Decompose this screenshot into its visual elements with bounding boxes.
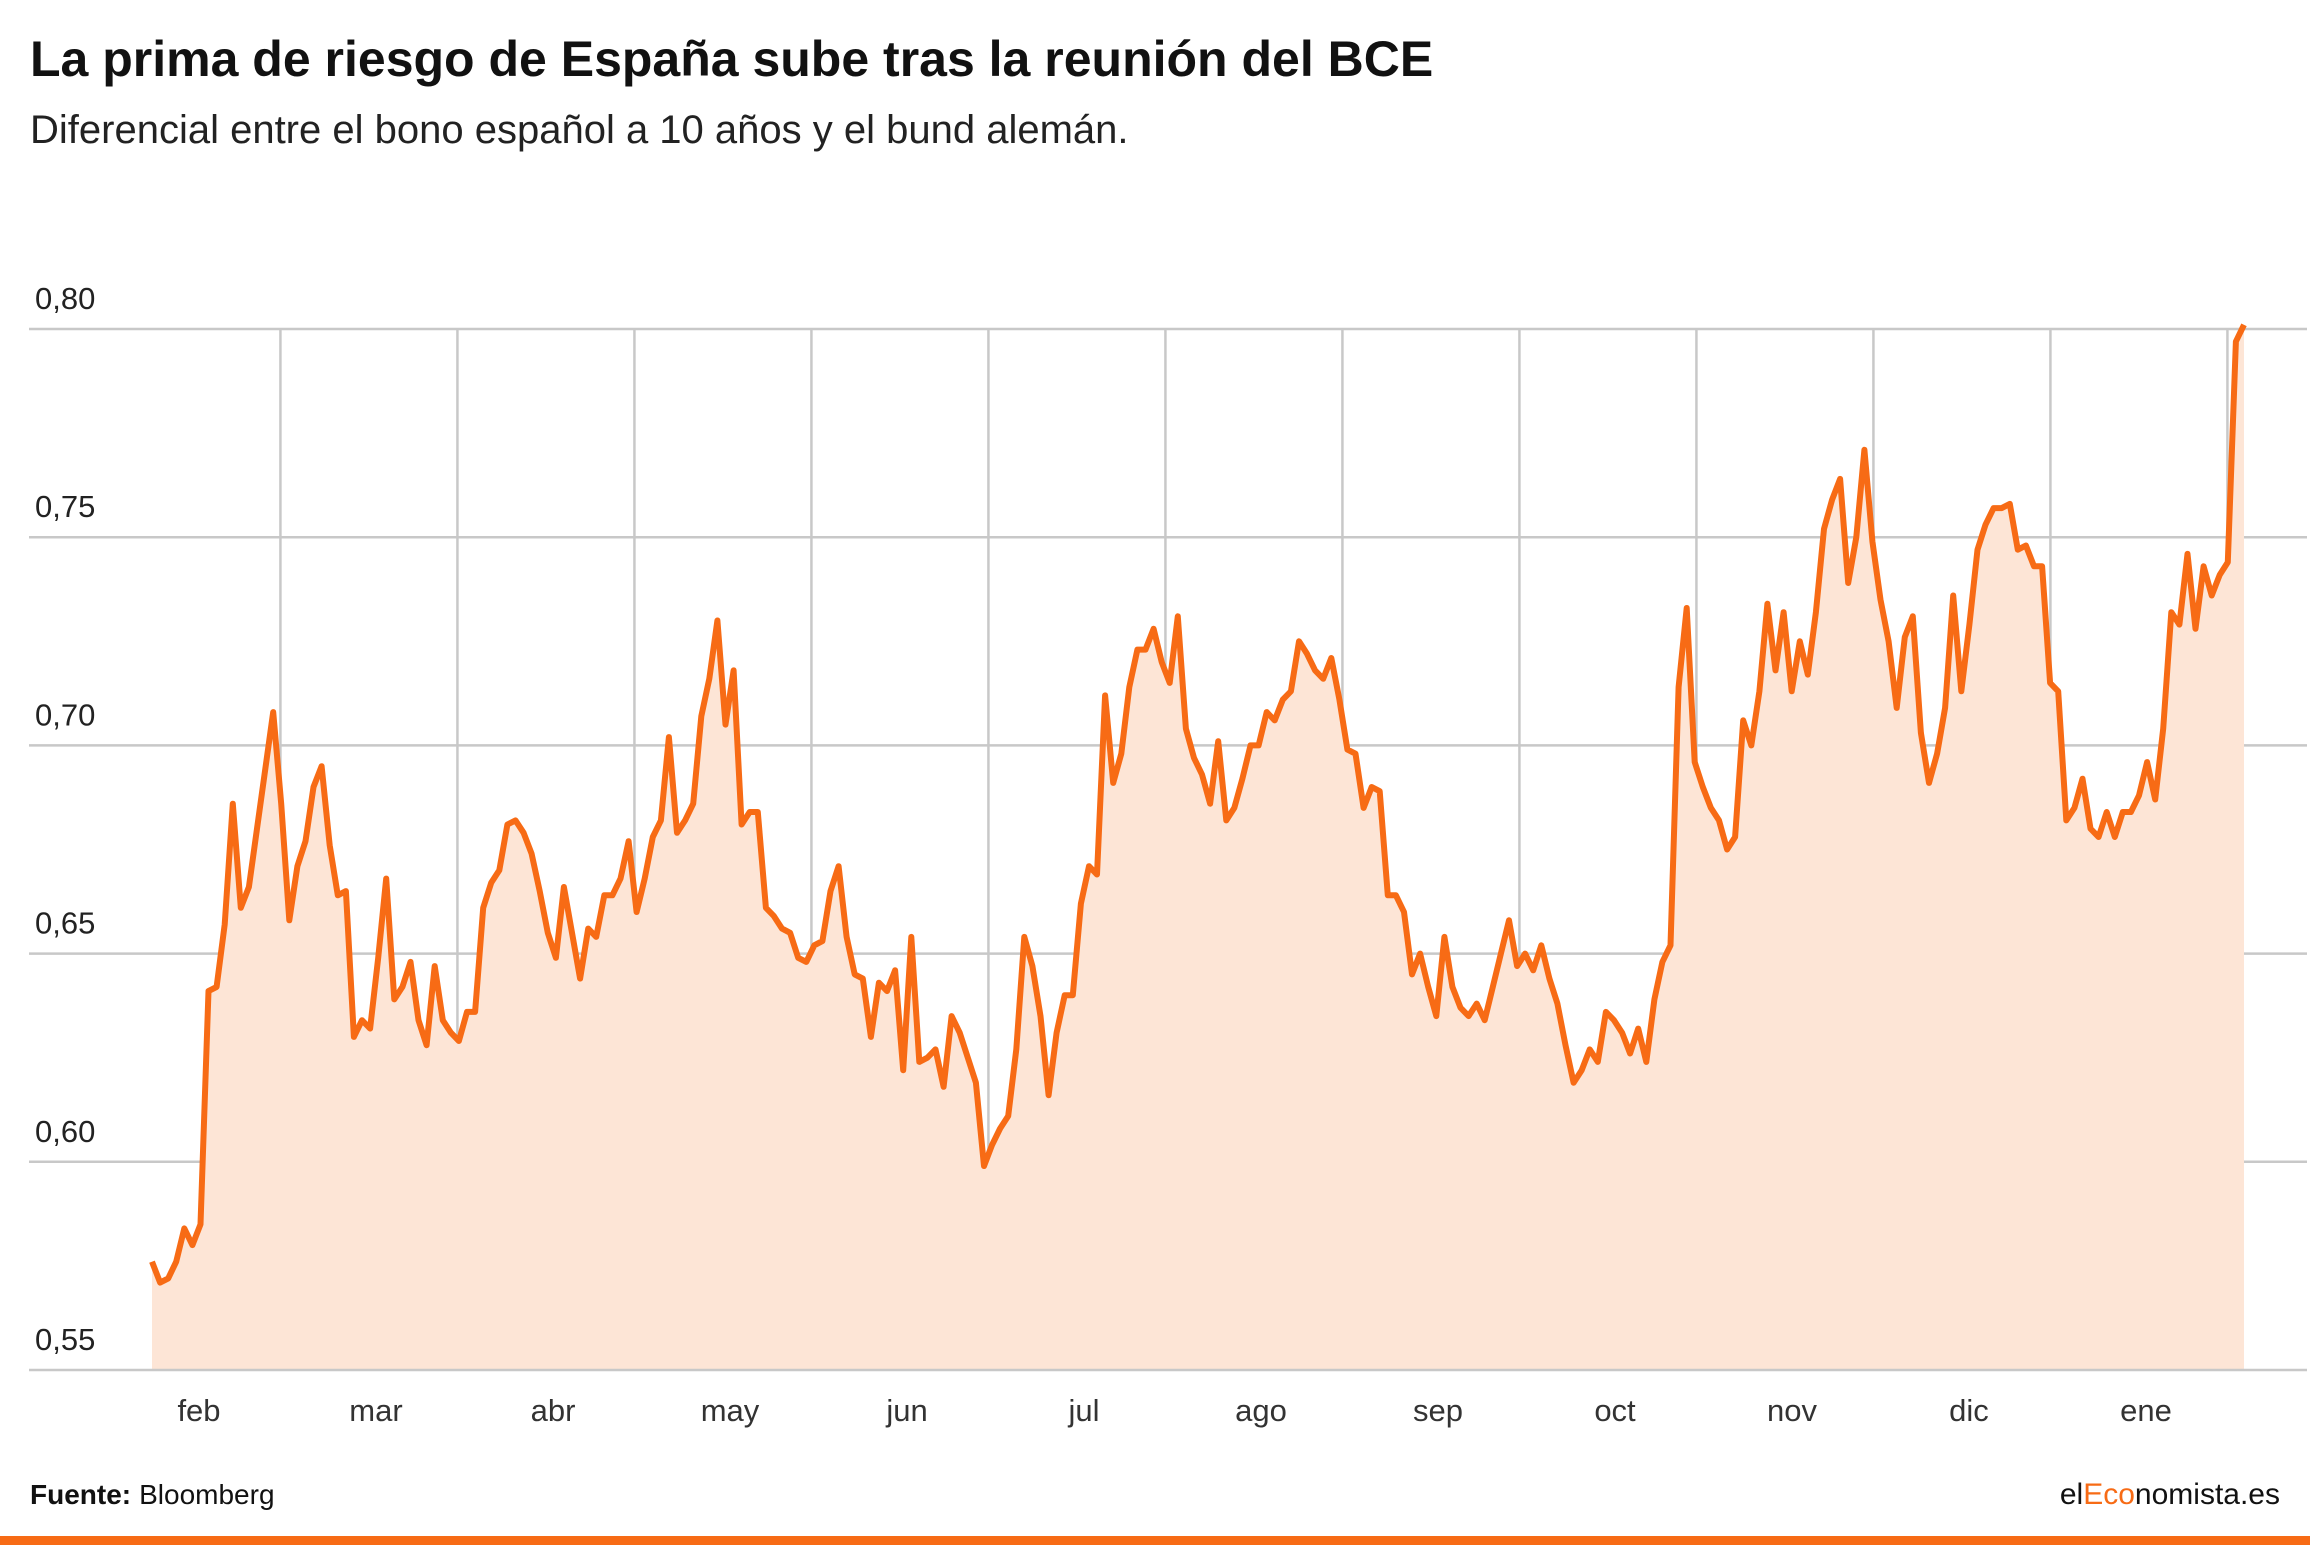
- x-tick-label: jun: [885, 1393, 927, 1428]
- brand: elEconomista.es: [2060, 1478, 2280, 1511]
- footer-bar: [0, 1536, 2310, 1545]
- brand-part: Eco: [2083, 1478, 2135, 1511]
- brand-part: el: [2060, 1478, 2083, 1511]
- x-tick-label: may: [701, 1393, 760, 1428]
- x-tick-label: dic: [1949, 1393, 1989, 1428]
- x-tick-label: sep: [1413, 1393, 1463, 1428]
- x-tick-label: ago: [1235, 1393, 1287, 1428]
- y-tick-label: 0,60: [35, 1114, 95, 1149]
- x-tick-label: oct: [1594, 1393, 1636, 1428]
- brand-part: nomista.es: [2135, 1478, 2280, 1511]
- y-tick-label: 0,65: [35, 906, 95, 941]
- chart-title: La prima de riesgo de España sube tras l…: [30, 31, 1433, 87]
- x-tick-label: feb: [177, 1393, 220, 1428]
- y-tick-label: 0,80: [35, 281, 95, 316]
- source: Fuente: Bloomberg: [30, 1479, 275, 1510]
- x-tick-label: abr: [531, 1393, 576, 1428]
- x-tick-label: jul: [1067, 1393, 1099, 1428]
- source-label: Fuente:: [30, 1479, 131, 1510]
- plot-area: feb mar abr may jun jul ago sep oct nov dic ene 0,55…: [29, 281, 2307, 1428]
- line: [149, 323, 2247, 1286]
- y-tick-label: 0,75: [35, 489, 95, 524]
- source-name: Bloomberg: [139, 1479, 274, 1510]
- area: [152, 324, 2244, 1370]
- y-tick-label: 0,55: [35, 1322, 95, 1357]
- x-tick-label: ene: [2120, 1393, 2172, 1428]
- y-tick-label: 0,70: [35, 697, 95, 732]
- chart-subtitle: Diferencial entre el bono español a 10 a…: [30, 108, 1129, 152]
- x-tick-label: nov: [1767, 1393, 1817, 1428]
- x-tick-label: mar: [349, 1393, 402, 1428]
